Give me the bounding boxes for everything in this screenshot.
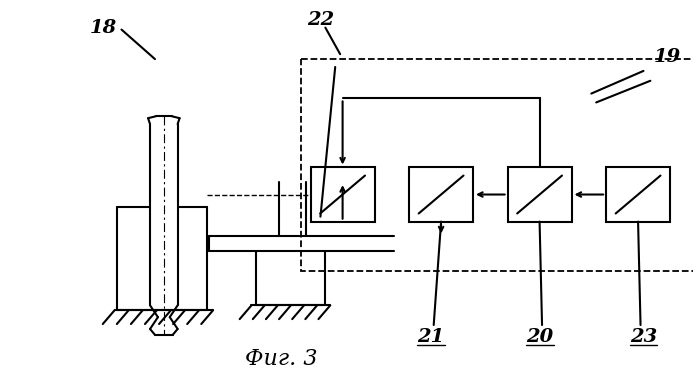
Bar [409,167,473,222]
Text: 18: 18 [90,19,117,36]
Text: 19: 19 [653,48,681,66]
Bar [606,167,670,222]
Bar [507,167,572,222]
Text: 23: 23 [630,328,657,346]
Text: 22: 22 [307,11,334,29]
Bar [311,167,375,222]
Text: 20: 20 [526,328,554,346]
Text: 21: 21 [417,328,445,346]
Text: Фиг. 3: Фиг. 3 [245,349,318,371]
Bar [301,59,695,271]
